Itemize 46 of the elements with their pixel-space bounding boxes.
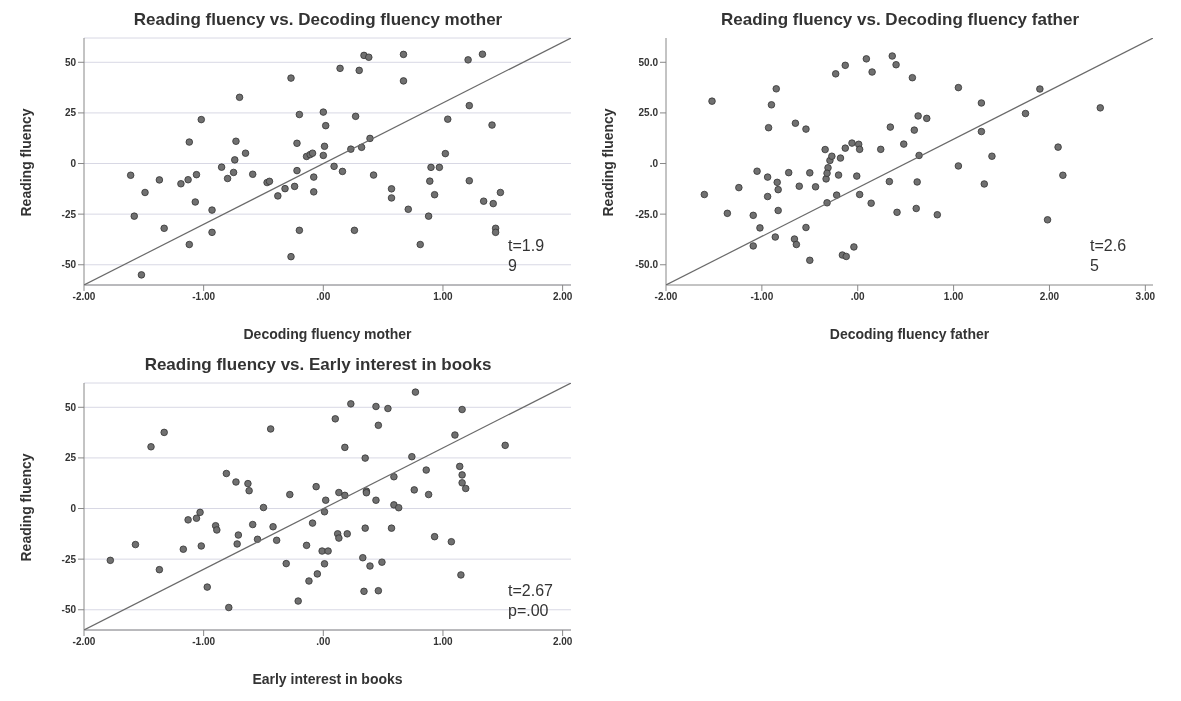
y-axis-title: Reading fluency (17, 453, 34, 562)
annotation: 9 (508, 256, 518, 276)
y-tick-label: -50 (61, 604, 77, 616)
x-tick-label: .00 (850, 291, 866, 303)
y-axis-title: Reading fluency (17, 108, 34, 217)
x-tick-label: -2.00 (72, 291, 96, 303)
x-tick-label: 2.00 (552, 291, 573, 303)
x-tick-label: -2.00 (654, 291, 678, 303)
y-tick-label: -25 (61, 208, 77, 220)
y-tick-label: .0 (649, 158, 659, 170)
x-tick-label: -1.00 (750, 291, 774, 303)
annotation: t=1.9 (508, 236, 545, 256)
chart-title: Reading fluency vs. Decoding fluency father (720, 9, 1080, 31)
y-tick-label: 25 (64, 452, 77, 464)
y-tick-label: -50.0 (635, 259, 659, 271)
x-axis-title: Early interest in books (252, 671, 403, 687)
x-tick-label: 2.00 (552, 636, 573, 648)
y-tick-label: -50 (61, 259, 77, 271)
annotation: p=.00 (508, 601, 550, 621)
y-tick-label: 50.0 (638, 56, 659, 68)
x-tick-label: 1.00 (433, 291, 454, 303)
x-tick-label: -2.00 (72, 636, 96, 648)
y-tick-label: 50 (64, 56, 77, 68)
x-tick-label: -1.00 (192, 636, 216, 648)
chart-title: Reading fluency vs. Decoding fluency mother (132, 9, 504, 31)
x-tick-label: .00 (316, 291, 331, 303)
x-tick-label: 1.00 (943, 291, 964, 303)
x-tick-label: 3.00 (1135, 291, 1156, 303)
y-tick-label: -25 (61, 553, 77, 565)
y-tick-label: 25 (64, 107, 77, 119)
y-tick-label: 0 (70, 158, 77, 170)
y-tick-label: 0 (70, 503, 77, 515)
y-tick-label: -25.0 (635, 208, 659, 220)
x-tick-label: .00 (316, 636, 331, 648)
y-tick-label: 50 (64, 401, 77, 413)
x-tick-label: -1.00 (192, 291, 216, 303)
y-tick-label: 25.0 (638, 107, 659, 119)
x-axis-title: Decoding fluency mother (243, 326, 413, 342)
annotation: t=2.67 (508, 581, 553, 601)
annotation: t=2.6 (1090, 236, 1127, 256)
x-axis-title: Decoding fluency father (829, 326, 990, 342)
annotation: 5 (1090, 256, 1100, 276)
x-tick-label: 2.00 (1039, 291, 1060, 303)
x-tick-label: 1.00 (433, 636, 454, 648)
y-axis-title: Reading fluency (599, 108, 616, 217)
chart-title: Reading fluency vs. Early interest in books (143, 354, 493, 376)
